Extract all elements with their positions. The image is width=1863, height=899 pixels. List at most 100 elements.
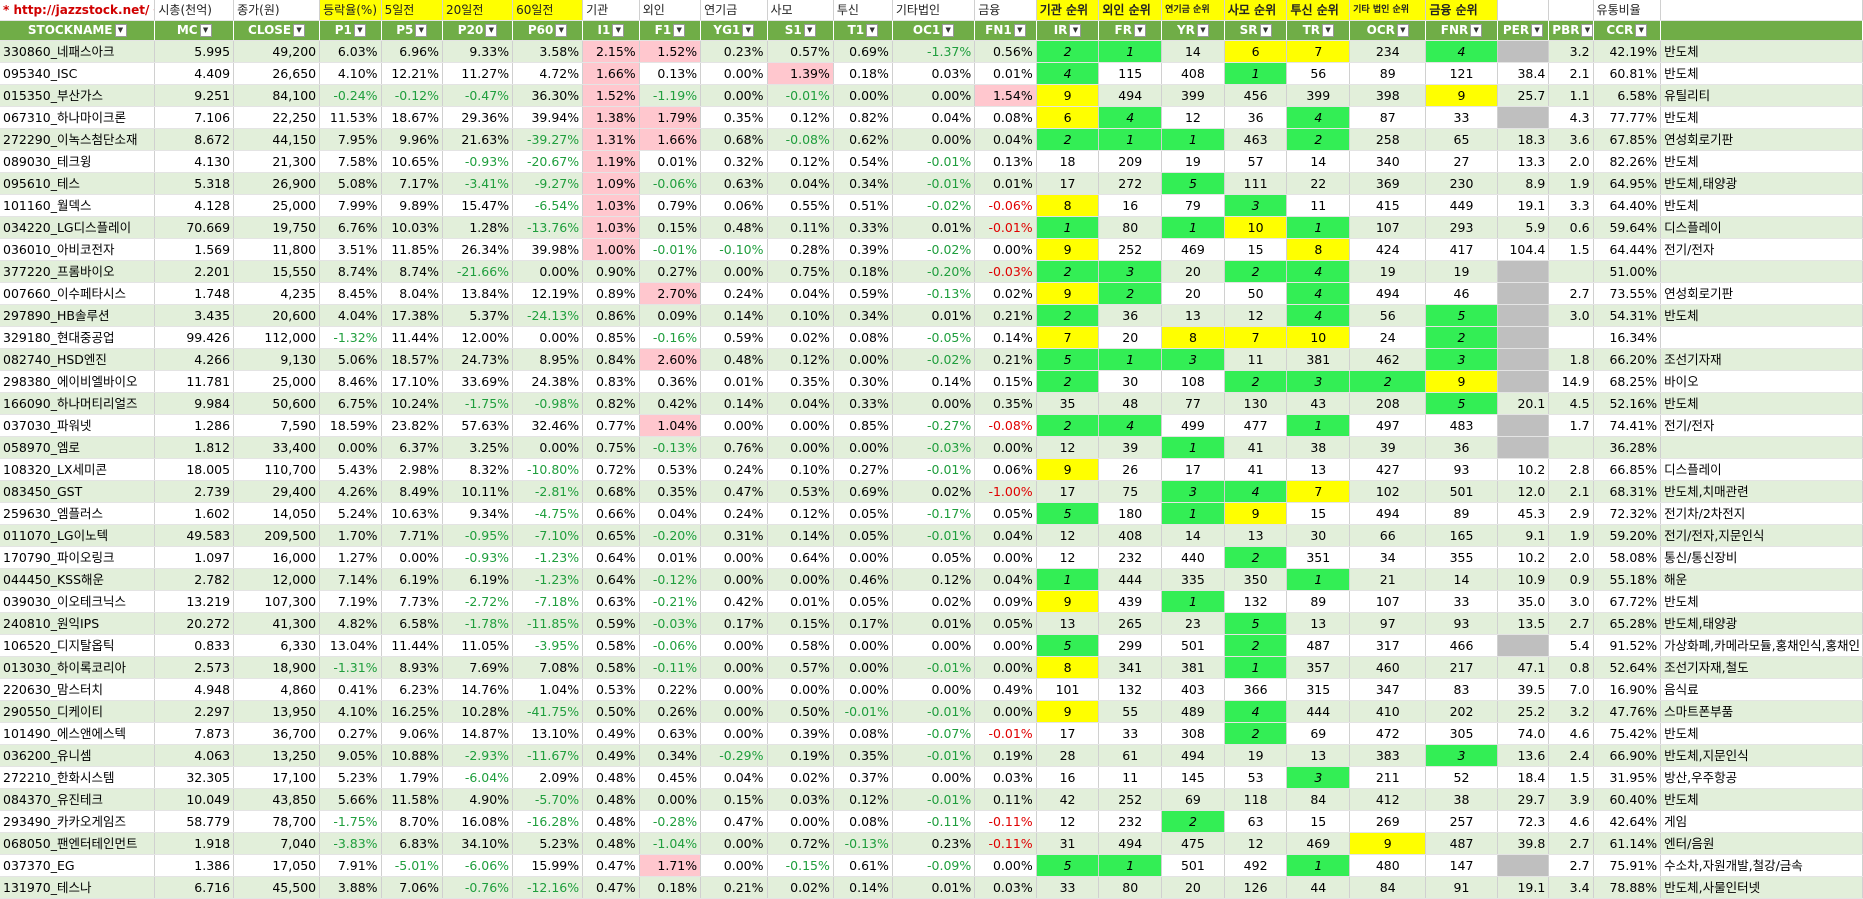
cell-p20[interactable]: 11.05% (442, 634, 514, 657)
cell-fnr[interactable]: 257 (1425, 810, 1498, 833)
cell-fr[interactable]: 341 (1098, 656, 1163, 679)
cell-ccr[interactable]: 72.32% (1593, 502, 1662, 525)
cell-p60[interactable]: -6.54% (512, 194, 584, 217)
cell-close[interactable]: 45,500 (233, 876, 321, 899)
filter-dropdown-icon[interactable]: ▼ (555, 24, 568, 37)
cell-tr[interactable]: 38 (1286, 436, 1351, 459)
filter-dropdown-icon[interactable]: ▼ (485, 24, 498, 37)
cell-tr[interactable]: 315 (1286, 678, 1351, 701)
cell-p20[interactable]: 33.69% (442, 370, 514, 393)
cell-fn1[interactable]: 0.08% (974, 106, 1037, 129)
cell-fr[interactable]: 408 (1098, 524, 1163, 547)
cell-sr[interactable]: 477 (1224, 414, 1288, 437)
cell-sr[interactable]: 9 (1224, 502, 1288, 525)
cell-ocr[interactable]: 107 (1349, 216, 1427, 239)
cell-fnr[interactable]: 121 (1425, 62, 1498, 85)
cell-ir[interactable]: 101 (1036, 678, 1100, 701)
cell-p60[interactable]: -2.81% (512, 480, 584, 503)
cell-per[interactable]: 18.3 (1497, 128, 1550, 151)
cell-oc1[interactable]: 0.00% (892, 392, 976, 415)
cell-close[interactable]: 13,950 (233, 700, 321, 723)
cell-ir[interactable]: 5 (1036, 854, 1100, 877)
cell-p5[interactable]: 11.44% (381, 634, 444, 657)
cell-pbr[interactable]: 3.6 (1548, 128, 1594, 151)
cell-yr[interactable]: 108 (1161, 370, 1225, 393)
cell-yr[interactable]: 489 (1161, 700, 1225, 723)
cell-p60[interactable]: -39.27% (512, 128, 584, 151)
cell-tr[interactable]: 3 (1286, 370, 1351, 393)
table-row[interactable]: 095610_테스 5.318 26,900 5.08% 7.17% -3.41% -9.2… (0, 172, 1863, 195)
cell-ccr[interactable]: 64.95% (1593, 172, 1662, 195)
cell-t1[interactable]: 0.00% (833, 634, 893, 657)
cell-f1[interactable]: -0.03% (639, 612, 702, 635)
cell-fr[interactable]: 115 (1098, 62, 1163, 85)
filter-dropdown-icon[interactable]: ▼ (1069, 24, 1082, 37)
cell-stockname[interactable]: 036200_유니셈 (0, 744, 156, 767)
cell-fn1[interactable]: -0.01% (974, 216, 1037, 239)
cell-category[interactable]: 디스플레이 (1660, 216, 1863, 239)
cell-mc[interactable]: 10.049 (154, 788, 235, 811)
cell-s1[interactable]: 0.15% (767, 612, 834, 635)
table-row[interactable]: 108320_LX세미콘 18.005 110,700 5.43% 2.98% 8.32%… (0, 458, 1863, 481)
cell-close[interactable]: 22,250 (233, 106, 321, 129)
cell-category[interactable]: 반도체 (1660, 392, 1863, 415)
cell-pbr[interactable]: 5.4 (1548, 634, 1594, 657)
cell-ccr[interactable]: 67.85% (1593, 128, 1662, 151)
cell-f1[interactable]: 0.42% (639, 392, 702, 415)
cell-pbr[interactable]: 3.4 (1548, 876, 1594, 899)
cell-yg1[interactable]: 0.23% (700, 40, 768, 63)
cell-f1[interactable]: -0.01% (639, 238, 702, 261)
cell-mc[interactable]: 1.748 (154, 282, 235, 305)
cell-close[interactable]: 41,300 (233, 612, 321, 635)
cell-t1[interactable]: 0.00% (833, 678, 893, 701)
cell-oc1[interactable]: 0.00% (892, 128, 976, 151)
cell-fnr[interactable]: 65 (1425, 128, 1498, 151)
cell-category[interactable]: 조선기자재,철도 (1660, 656, 1863, 679)
cell-stockname[interactable]: 015350_부산가스 (0, 84, 156, 107)
table-row[interactable]: 011070_LG이노텍 49.583 209,500 1.70% 7.71% -0.95… (0, 524, 1863, 547)
cell-stockname[interactable]: 240810_원익IPS (0, 612, 156, 635)
cell-i1[interactable]: 0.65% (582, 524, 640, 547)
cell-p5[interactable]: 11.44% (381, 326, 444, 349)
cell-fnr[interactable]: 3 (1425, 744, 1498, 767)
cell-ocr[interactable]: 84 (1349, 876, 1427, 899)
table-row[interactable]: 329180_현대중공업 99.426 112,000 -1.32% 11.44% 12.… (0, 326, 1863, 349)
cell-close[interactable]: 33,400 (233, 436, 321, 459)
cell-ccr[interactable]: 47.76% (1593, 700, 1662, 723)
cell-s1[interactable]: 0.00% (767, 568, 834, 591)
cell-p20[interactable]: -1.75% (442, 392, 514, 415)
cell-ocr[interactable]: 97 (1349, 612, 1427, 635)
cell-tr[interactable]: 3 (1286, 766, 1351, 789)
cell-category[interactable]: 스마트폰부품 (1660, 700, 1863, 723)
cell-p60[interactable]: -1.23% (512, 546, 584, 569)
cell-yg1[interactable]: 0.01% (700, 370, 768, 393)
cell-yr[interactable]: 440 (1161, 546, 1225, 569)
column-header-ocr[interactable]: OCR ▼ (1349, 20, 1427, 41)
cell-fn1[interactable]: 0.09% (974, 590, 1037, 613)
table-row[interactable]: 106520_디지탈옵틱 0.833 6,330 13.04% 11.44% 11.05%… (0, 634, 1863, 657)
cell-fnr[interactable]: 9 (1425, 84, 1498, 107)
cell-ocr[interactable]: 87 (1349, 106, 1427, 129)
cell-pbr[interactable]: 0.9 (1548, 568, 1594, 591)
cell-close[interactable]: 15,550 (233, 260, 321, 283)
cell-t1[interactable]: 0.27% (833, 458, 893, 481)
cell-fn1[interactable]: -0.11% (974, 832, 1037, 855)
filter-dropdown-icon[interactable]: ▼ (1133, 24, 1146, 37)
cell-pbr[interactable]: 4.3 (1548, 106, 1594, 129)
cell-oc1[interactable]: 0.00% (892, 84, 976, 107)
cell-p5[interactable]: 2.98% (381, 458, 444, 481)
cell-p60[interactable]: -10.80% (512, 458, 584, 481)
cell-p20[interactable]: 29.36% (442, 106, 514, 129)
cell-sr[interactable]: 7 (1224, 326, 1288, 349)
cell-t1[interactable]: 0.61% (833, 854, 893, 877)
cell-sr[interactable]: 15 (1224, 238, 1288, 261)
cell-p1[interactable]: -1.32% (319, 326, 382, 349)
cell-t1[interactable]: 0.05% (833, 502, 893, 525)
cell-p60[interactable]: -4.75% (512, 502, 584, 525)
cell-ir[interactable]: 4 (1036, 62, 1100, 85)
cell-i1[interactable]: 0.82% (582, 392, 640, 415)
cell-close[interactable]: 12,000 (233, 568, 321, 591)
cell-fr[interactable]: 16 (1098, 194, 1163, 217)
cell-category[interactable]: 반도체 (1660, 150, 1863, 173)
cell-f1[interactable]: 0.26% (639, 700, 702, 723)
